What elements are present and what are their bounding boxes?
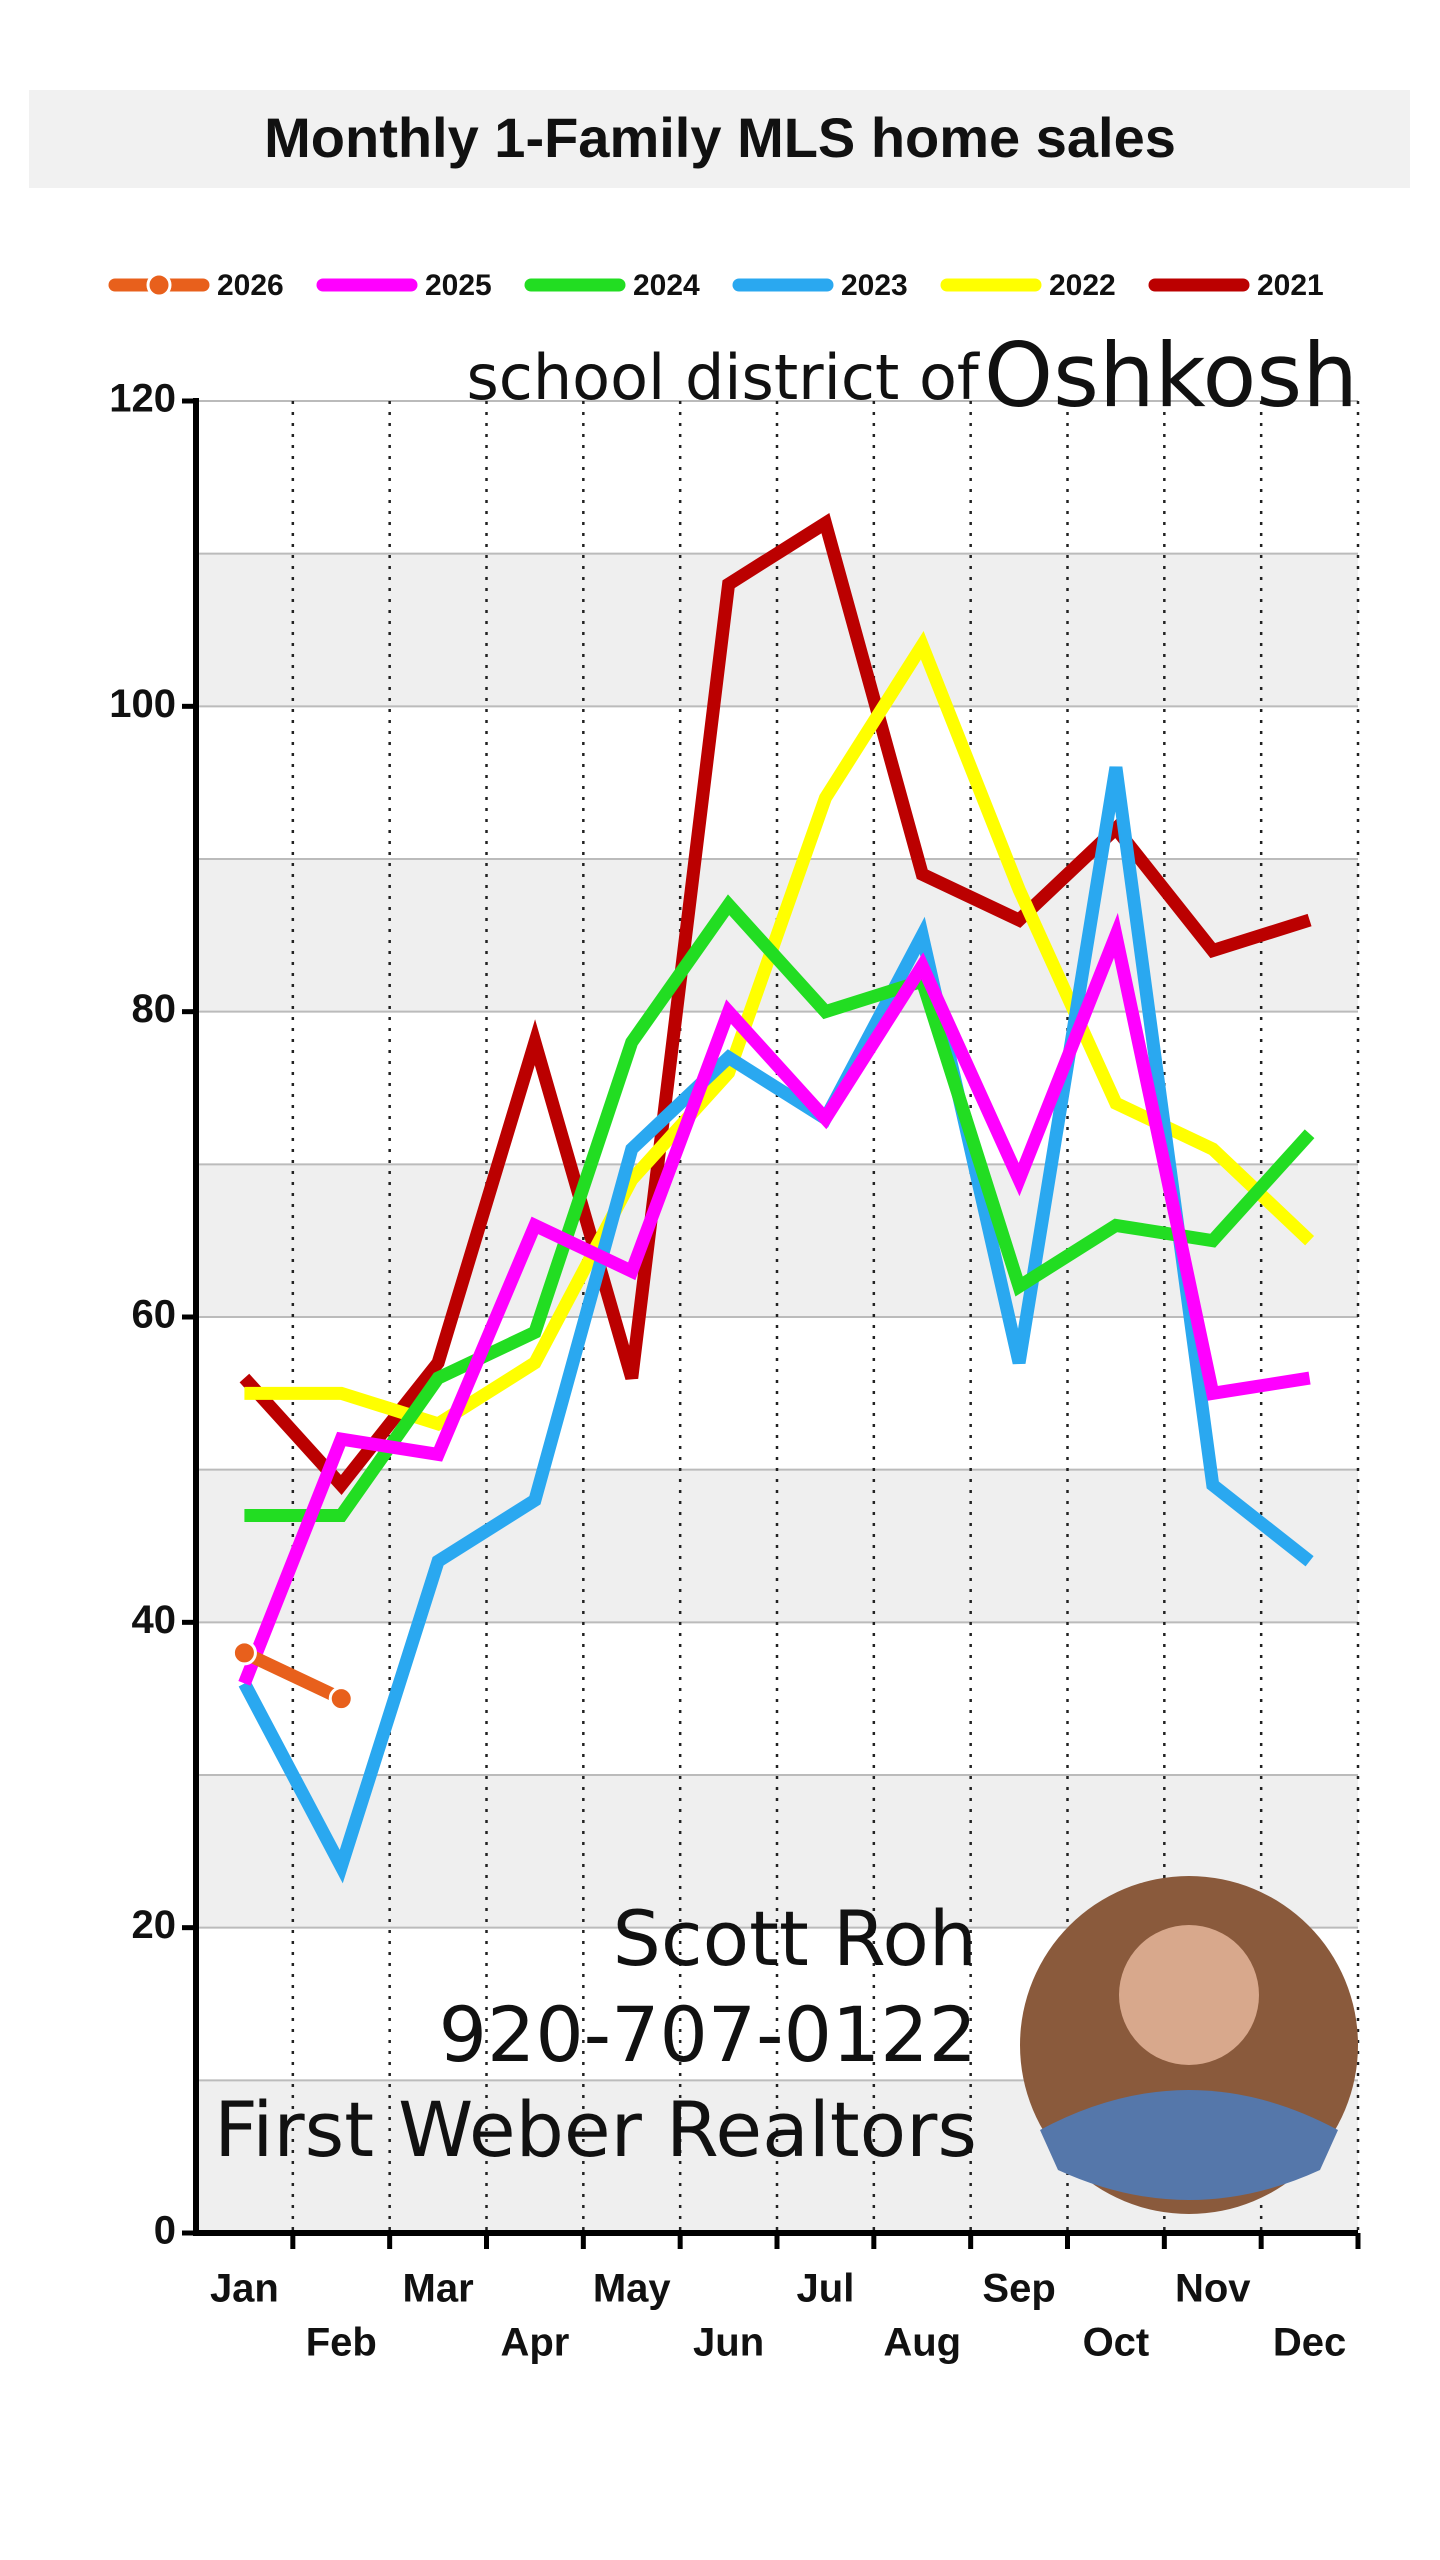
x-tick-label: Aug	[883, 2321, 961, 2365]
x-tick-label: Jul	[797, 2267, 855, 2311]
x-tick-label: Nov	[1175, 2267, 1251, 2311]
x-tick-label: Mar	[403, 2267, 474, 2311]
y-tick-label: 60	[132, 1293, 177, 1337]
agent-photo	[1020, 1876, 1358, 2214]
x-tick-label: May	[593, 2267, 672, 2311]
y-tick-label: 120	[109, 377, 176, 421]
district-label: school district of Oshkosh	[466, 324, 1358, 427]
legend-marker	[146, 272, 172, 298]
x-tick-label: Oct	[1083, 2321, 1150, 2365]
district-prefix: school district of	[466, 341, 980, 414]
agent-phone: 920-707-0122	[439, 1990, 977, 2079]
series-line	[238, 766, 1314, 1884]
band-shade	[196, 553, 1358, 707]
district-name: Oshkosh	[984, 324, 1358, 427]
legend-label: 2024	[633, 269, 700, 302]
x-tick-label: Apr	[500, 2321, 569, 2365]
agent-company: First Weber Realtors	[214, 2085, 977, 2174]
x-tick-label: Jun	[693, 2321, 764, 2365]
legend-label: 2026	[217, 269, 284, 302]
legend-label: 2021	[1257, 269, 1324, 302]
y-tick-label: 20	[132, 1903, 177, 1947]
series-line	[244, 894, 1315, 1522]
x-tick-label: Feb	[306, 2321, 377, 2365]
legend-label: 2022	[1049, 269, 1116, 302]
point-marker	[231, 1640, 257, 1666]
series-lines	[231, 512, 1315, 1884]
series-line	[238, 912, 1311, 1686]
title-band	[29, 90, 1410, 188]
point-marker	[328, 1686, 354, 1712]
y-tick-label: 100	[109, 682, 176, 726]
chart-title: Monthly 1-Family MLS home sales	[264, 106, 1176, 169]
series-line	[241, 1646, 345, 1705]
x-tick-label: Jan	[210, 2267, 279, 2311]
legend: 2026 2025 2024 2023 2022 2021	[108, 269, 1324, 302]
legend-label: 2023	[841, 269, 908, 302]
series-line	[244, 631, 1315, 1431]
axes: 0 20 40 60 80 100 120 Jan Feb Mar Apr May Jun Jul Aug S…	[109, 377, 1361, 2365]
x-tick-label: Sep	[982, 2267, 1055, 2311]
y-tick-label: 80	[132, 987, 177, 1031]
y-tick-label: 40	[132, 1598, 177, 1642]
legend-label: 2025	[425, 269, 492, 302]
agent-name: Scott Roh	[613, 1894, 977, 1983]
x-tick-label: Dec	[1273, 2321, 1346, 2365]
y-tick-label: 0	[154, 2209, 176, 2253]
